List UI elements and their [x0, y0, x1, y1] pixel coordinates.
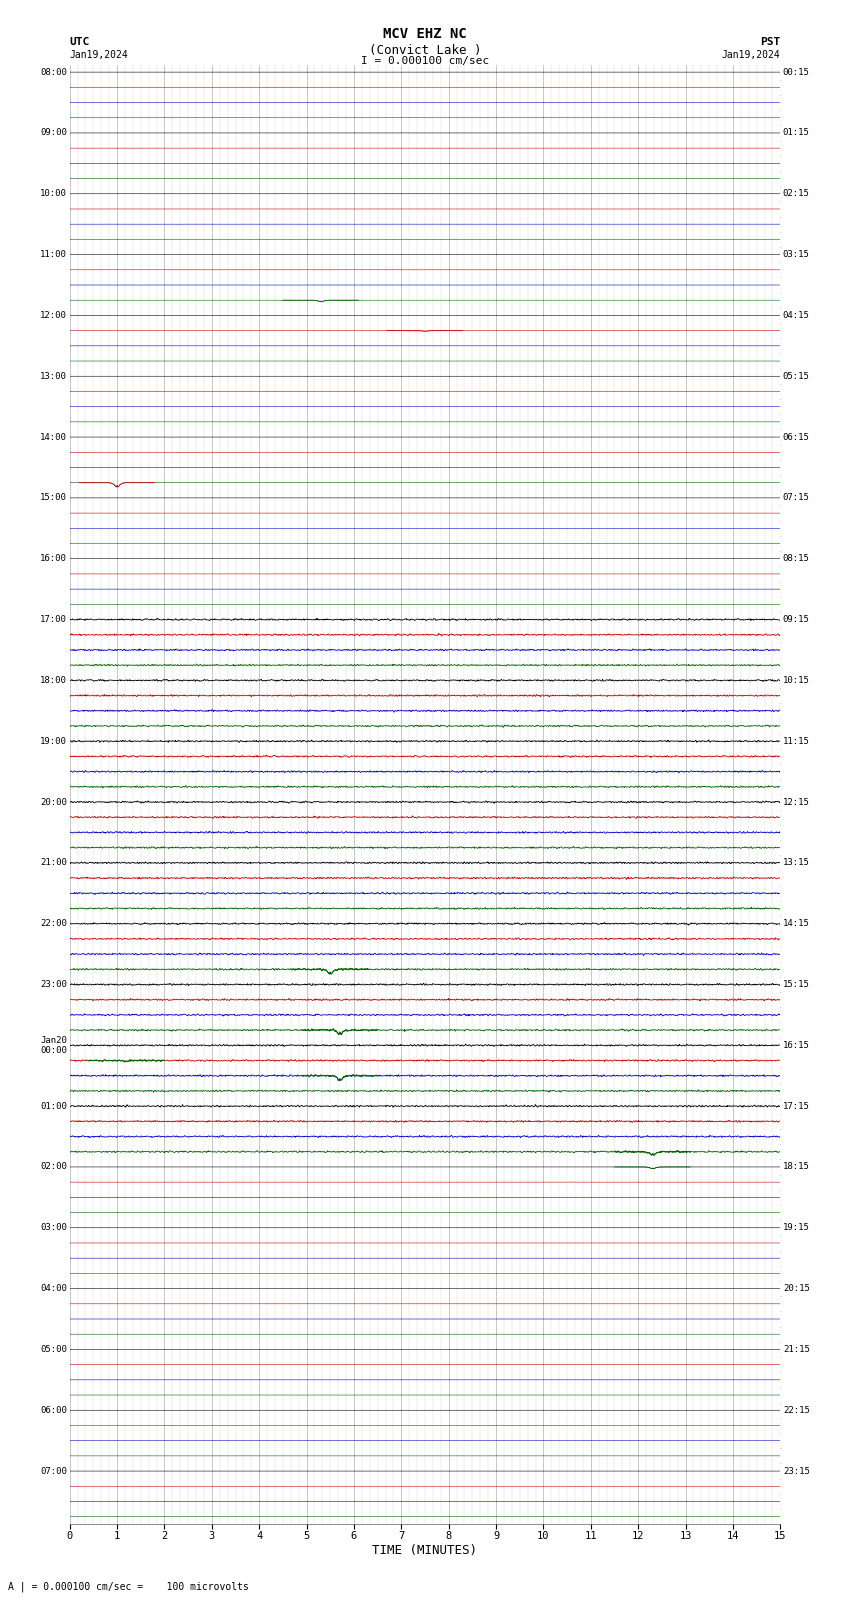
- Text: 15:00: 15:00: [40, 494, 67, 502]
- Text: 00:15: 00:15: [783, 68, 810, 77]
- Text: 14:00: 14:00: [40, 432, 67, 442]
- Text: 07:15: 07:15: [783, 494, 810, 502]
- Text: 08:15: 08:15: [783, 555, 810, 563]
- Text: 11:00: 11:00: [40, 250, 67, 260]
- Text: 09:15: 09:15: [783, 615, 810, 624]
- Text: 09:00: 09:00: [40, 129, 67, 137]
- Text: 11:15: 11:15: [783, 737, 810, 745]
- Text: 19:00: 19:00: [40, 737, 67, 745]
- Text: 21:00: 21:00: [40, 858, 67, 868]
- Text: 04:00: 04:00: [40, 1284, 67, 1294]
- Text: 13:00: 13:00: [40, 371, 67, 381]
- Text: Jan19,2024: Jan19,2024: [722, 50, 780, 60]
- Text: A | = 0.000100 cm/sec =    100 microvolts: A | = 0.000100 cm/sec = 100 microvolts: [8, 1581, 249, 1592]
- Text: 23:00: 23:00: [40, 981, 67, 989]
- Text: 18:00: 18:00: [40, 676, 67, 686]
- Text: 15:15: 15:15: [783, 981, 810, 989]
- Text: 12:00: 12:00: [40, 311, 67, 319]
- Text: (Convict Lake ): (Convict Lake ): [369, 44, 481, 56]
- Text: 04:15: 04:15: [783, 311, 810, 319]
- Text: 01:00: 01:00: [40, 1102, 67, 1111]
- Text: 12:15: 12:15: [783, 797, 810, 806]
- Text: 02:15: 02:15: [783, 189, 810, 198]
- Text: Jan19,2024: Jan19,2024: [70, 50, 128, 60]
- Text: 10:15: 10:15: [783, 676, 810, 686]
- Text: 22:00: 22:00: [40, 919, 67, 927]
- Text: 23:15: 23:15: [783, 1466, 810, 1476]
- Text: 17:00: 17:00: [40, 615, 67, 624]
- Text: 20:15: 20:15: [783, 1284, 810, 1294]
- Text: 17:15: 17:15: [783, 1102, 810, 1111]
- Text: TIME (MINUTES): TIME (MINUTES): [372, 1544, 478, 1557]
- Text: Jan20
00:00: Jan20 00:00: [40, 1036, 67, 1055]
- Text: MCV EHZ NC: MCV EHZ NC: [383, 27, 467, 42]
- Text: UTC: UTC: [70, 37, 90, 47]
- Text: 16:00: 16:00: [40, 555, 67, 563]
- Text: I = 0.000100 cm/sec: I = 0.000100 cm/sec: [361, 56, 489, 66]
- Text: 07:00: 07:00: [40, 1466, 67, 1476]
- Text: 10:00: 10:00: [40, 189, 67, 198]
- Text: 02:00: 02:00: [40, 1163, 67, 1171]
- Text: 22:15: 22:15: [783, 1407, 810, 1415]
- Text: 08:00: 08:00: [40, 68, 67, 77]
- Text: 05:00: 05:00: [40, 1345, 67, 1353]
- Text: 03:00: 03:00: [40, 1223, 67, 1232]
- Text: 14:15: 14:15: [783, 919, 810, 927]
- Text: 06:15: 06:15: [783, 432, 810, 442]
- Text: 18:15: 18:15: [783, 1163, 810, 1171]
- Text: 01:15: 01:15: [783, 129, 810, 137]
- Text: 19:15: 19:15: [783, 1223, 810, 1232]
- Text: 03:15: 03:15: [783, 250, 810, 260]
- Text: 13:15: 13:15: [783, 858, 810, 868]
- Text: PST: PST: [760, 37, 780, 47]
- Text: 21:15: 21:15: [783, 1345, 810, 1353]
- Text: 20:00: 20:00: [40, 797, 67, 806]
- Text: 06:00: 06:00: [40, 1407, 67, 1415]
- Text: 05:15: 05:15: [783, 371, 810, 381]
- Text: 16:15: 16:15: [783, 1040, 810, 1050]
